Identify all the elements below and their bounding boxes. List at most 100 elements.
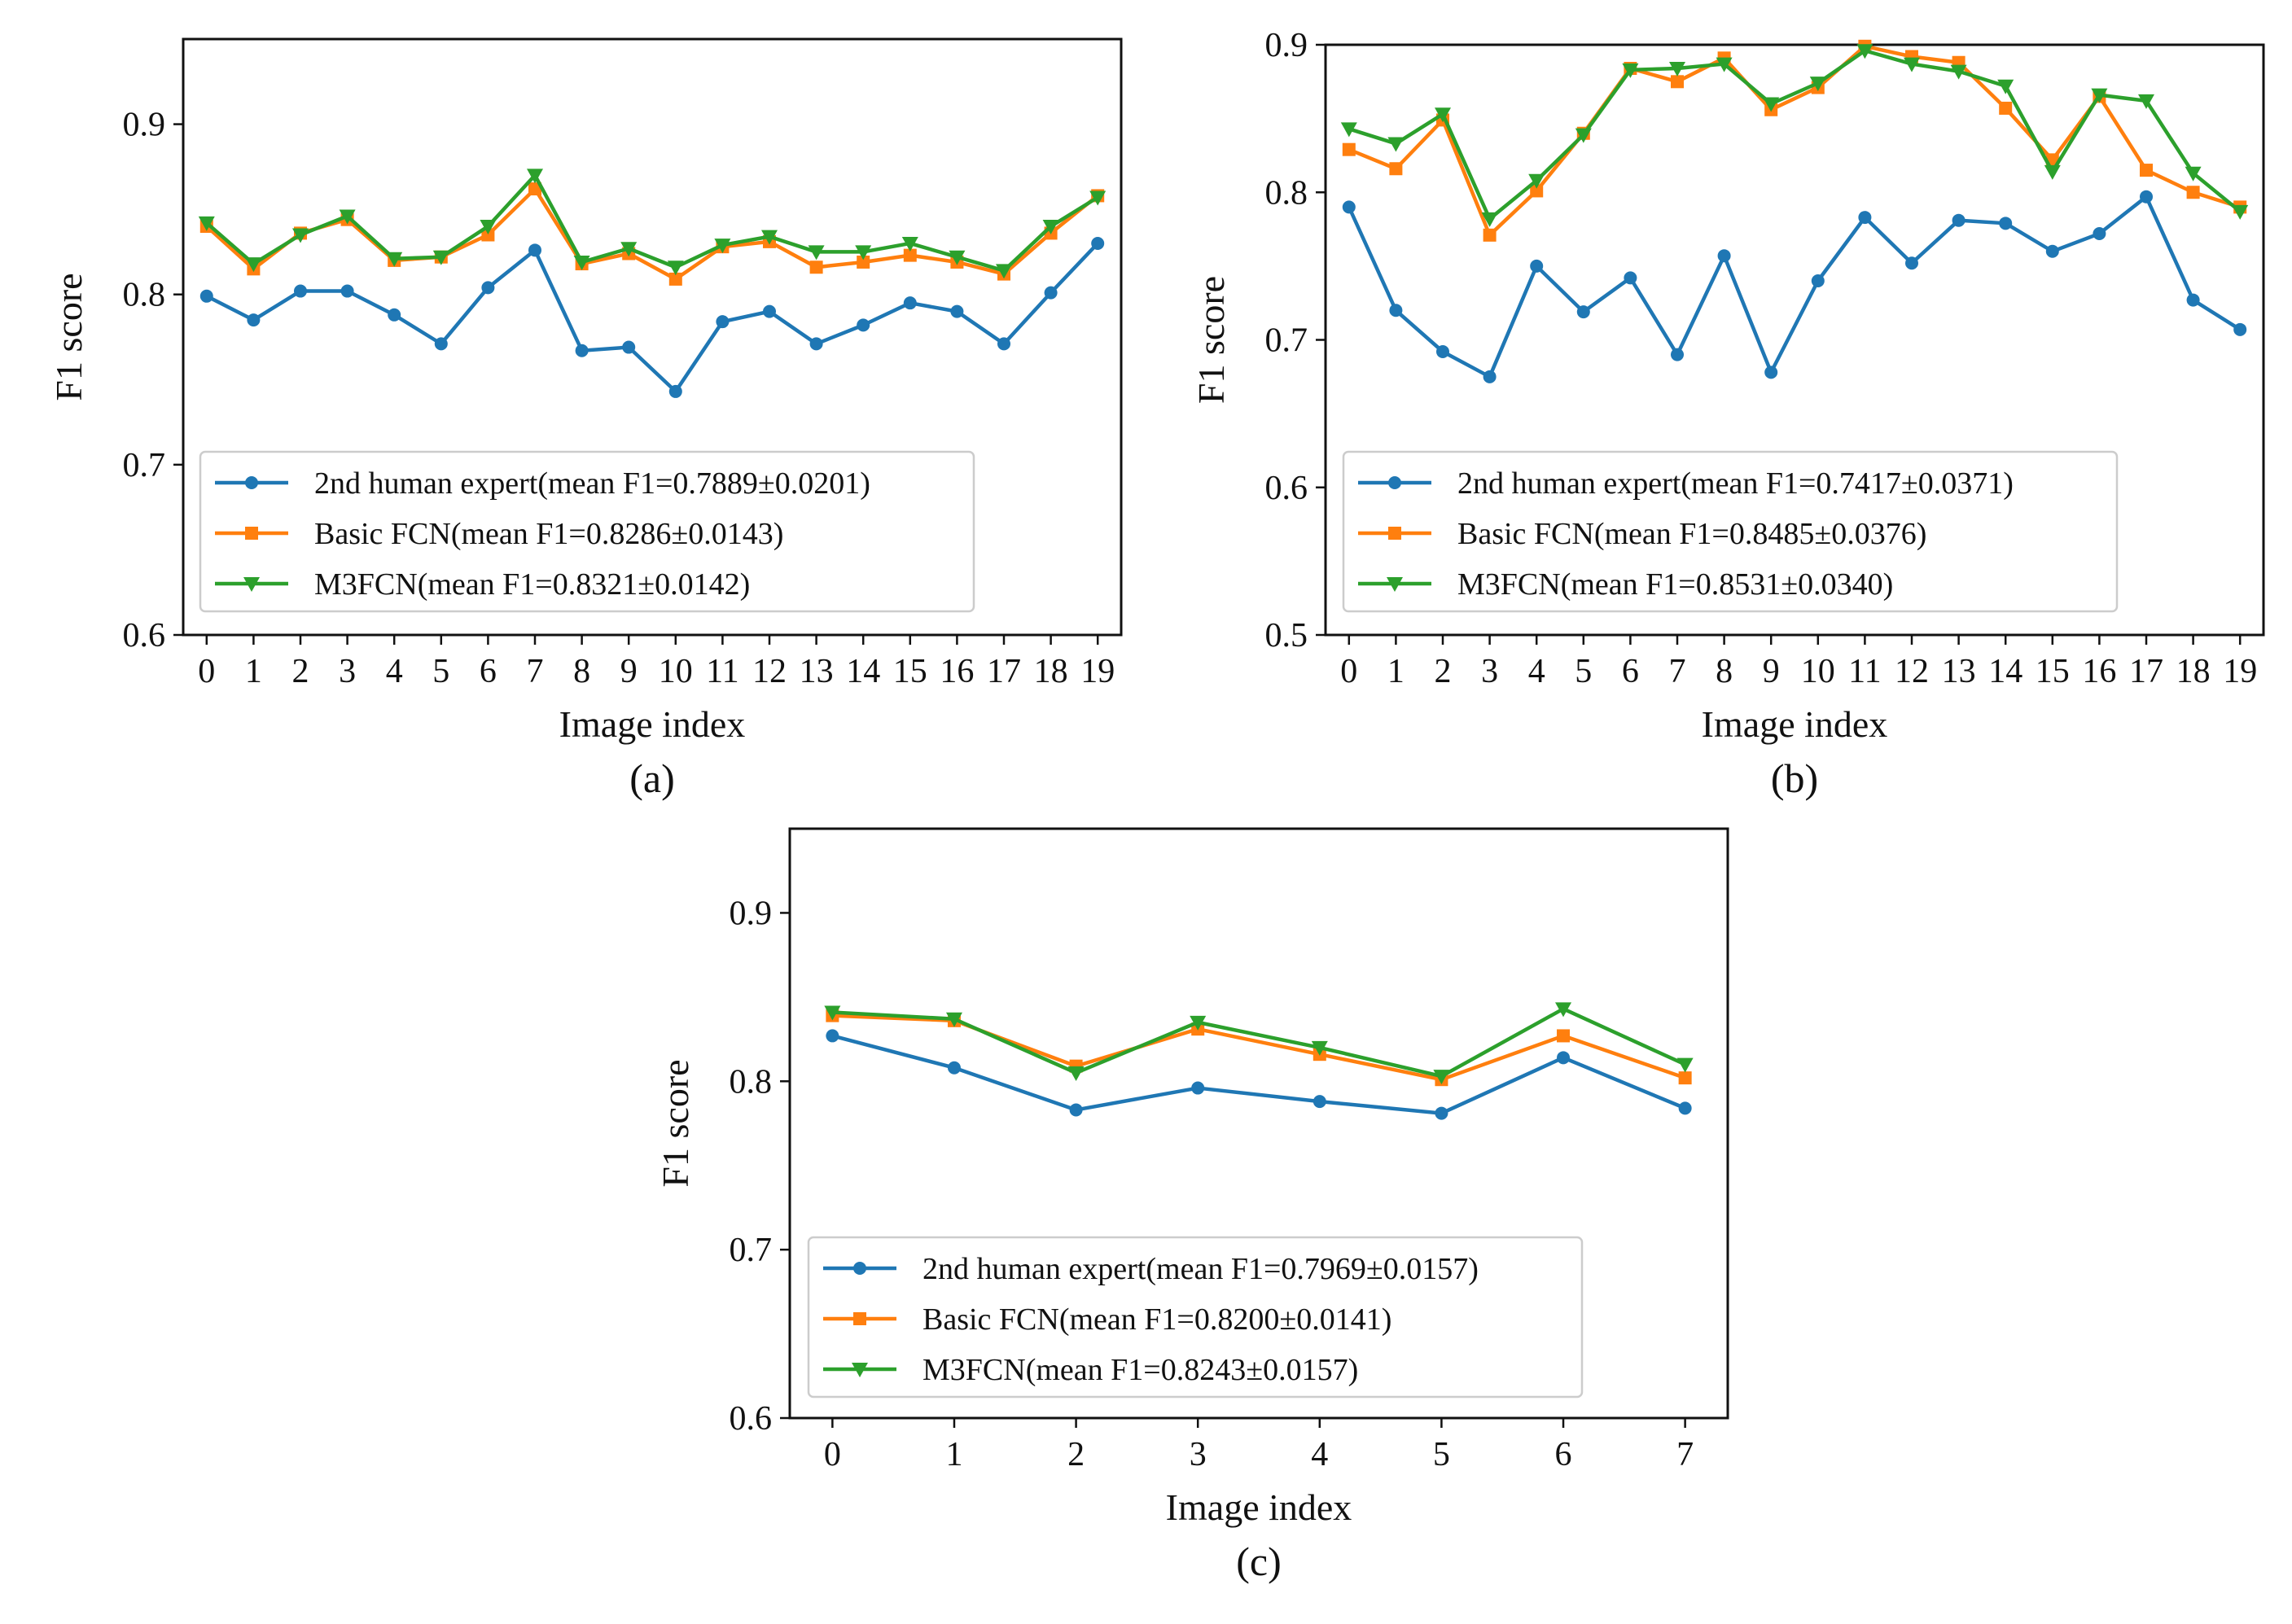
- x-tick-label: 0: [824, 1436, 841, 1473]
- series-line: [1348, 49, 2242, 221]
- y-tick-label: 0.8: [1265, 174, 1308, 212]
- series-triangle-down: [1340, 44, 2249, 227]
- y-tick-label: 0.6: [123, 617, 166, 654]
- data-point: [667, 260, 684, 276]
- data-point: [198, 216, 215, 231]
- x-tick-label: 10: [659, 653, 693, 690]
- x-tick-label: 19: [1080, 653, 1115, 690]
- data-point: [903, 248, 917, 262]
- x-tick-label: 2: [1067, 1436, 1085, 1473]
- panel-label: (b): [1771, 755, 1818, 801]
- x-tick-label: 10: [1801, 653, 1835, 690]
- series-square: [1342, 39, 2247, 242]
- y-tick-label: 0.5: [1265, 617, 1308, 654]
- data-point: [1763, 97, 1780, 112]
- data-point: [481, 228, 495, 242]
- legend-marker: [245, 527, 258, 540]
- legend-label: Basic FCN(mean F1=0.8485±0.0376): [1457, 517, 1926, 551]
- data-point: [2093, 227, 2106, 240]
- x-tick-label: 7: [1669, 653, 1686, 690]
- legend-box: [1342, 450, 2119, 613]
- chart-panel-c: 0 1 2 3 4 5 6 7 0.6 0.7 0.8 0.9 Image index F1 score (…: [655, 827, 1729, 1584]
- legend: 2nd human expert(mean F1=0.7889±0.0201) B…: [199, 450, 975, 613]
- y-tick-label: 0.9: [1265, 27, 1308, 64]
- data-point: [622, 340, 636, 354]
- y-tick-label: 0.8: [123, 277, 166, 314]
- y-axis-label: F1 score: [655, 1059, 696, 1187]
- legend-marker: [853, 1262, 866, 1275]
- x-tick-label: 7: [527, 653, 544, 690]
- data-point: [1622, 63, 1639, 78]
- series-line: [205, 186, 1099, 282]
- data-point: [1089, 190, 1107, 206]
- data-point: [1717, 249, 1731, 263]
- x-tick-label: 3: [1190, 1436, 1207, 1473]
- data-point: [620, 242, 638, 257]
- data-point: [1340, 122, 1357, 138]
- x-tick-label: 7: [1676, 1436, 1694, 1473]
- data-point: [1342, 142, 1356, 156]
- legend-marker: [245, 476, 258, 489]
- data-point: [432, 250, 449, 265]
- x-tick-label: 14: [1988, 653, 2022, 690]
- data-point: [1671, 75, 1684, 89]
- data-point: [1342, 200, 1356, 214]
- legend-marker: [243, 577, 260, 592]
- x-tick-label: 15: [893, 653, 927, 690]
- data-point: [386, 252, 403, 267]
- data-point: [763, 304, 776, 318]
- x-tick-label: 11: [706, 653, 738, 690]
- legend-label: M3FCN(mean F1=0.8531±0.0340): [1457, 567, 1893, 602]
- data-point: [528, 182, 541, 196]
- x-tick-label: 6: [480, 653, 497, 690]
- data-point: [901, 236, 918, 252]
- legend: 2nd human expert(mean F1=0.7417±0.0371) B…: [1342, 450, 2119, 613]
- data-point: [340, 284, 354, 298]
- chart-panel-a: 0 1 2 3 4 5 6 7 8 9 10 11 12 13 14 15 16 17 18 190.60.70.80…: [48, 37, 1123, 801]
- y-tick-label: 0.7: [1265, 322, 1308, 360]
- x-tick-label: 0: [198, 653, 215, 690]
- x-tick-label: 4: [1528, 653, 1545, 690]
- data-point: [1555, 1002, 1572, 1018]
- data-point: [1576, 305, 1590, 319]
- data-point: [714, 239, 731, 254]
- data-point: [1999, 217, 2013, 230]
- x-tick-label: 6: [1622, 653, 1639, 690]
- data-point: [1528, 173, 1545, 189]
- x-tick-label: 3: [1481, 653, 1498, 690]
- y-tick-label: 0.9: [730, 895, 773, 932]
- legend-box: [807, 1236, 1584, 1399]
- data-point: [1311, 1040, 1328, 1056]
- x-tick-label: 18: [1034, 653, 1068, 690]
- x-tick-label: 16: [940, 653, 974, 690]
- data-point: [1091, 236, 1105, 250]
- panel-label: (a): [629, 755, 675, 801]
- data-point: [1481, 212, 1498, 227]
- data-point: [2140, 190, 2153, 204]
- data-point: [2044, 164, 2061, 180]
- data-point: [573, 255, 590, 270]
- data-point: [1952, 213, 1966, 227]
- data-point: [824, 1005, 841, 1021]
- data-point: [809, 337, 823, 351]
- y-tick-label: 0.7: [123, 447, 166, 484]
- x-tick-label: 14: [846, 653, 880, 690]
- data-point: [826, 1029, 839, 1043]
- x-tick-label: 12: [1895, 653, 1929, 690]
- x-axis-label: Image index: [1702, 703, 1888, 745]
- data-point: [1669, 62, 1685, 77]
- y-tick-label: 0.7: [730, 1232, 773, 1269]
- x-axis-label: Image index: [1166, 1486, 1352, 1528]
- x-tick-label: 13: [1942, 653, 1976, 690]
- data-point: [292, 228, 309, 243]
- series-line: [205, 242, 1099, 394]
- data-point: [2140, 164, 2153, 177]
- data-point: [1811, 274, 1825, 287]
- data-point: [2186, 293, 2200, 307]
- series-triangle-down: [198, 169, 1107, 279]
- legend: 2nd human expert(mean F1=0.7969±0.0157) B…: [807, 1236, 1584, 1399]
- data-point: [2186, 186, 2200, 199]
- data-point: [1436, 345, 1449, 358]
- data-point: [2138, 94, 2154, 109]
